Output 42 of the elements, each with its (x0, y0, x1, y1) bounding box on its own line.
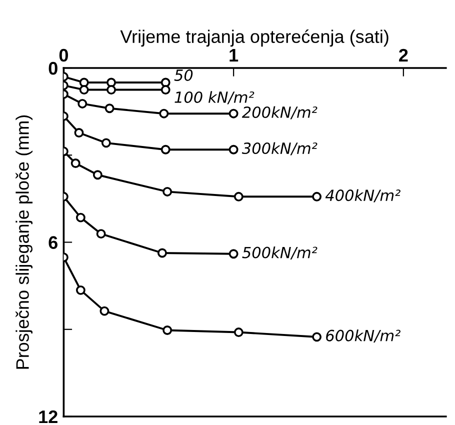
point (160, 78, 170, 88)
series-label: 300kN/m² (242, 142, 318, 156)
point (78, 98, 88, 108)
point (228, 144, 238, 154)
x-tick-label: 2 (399, 48, 408, 62)
point (228, 108, 238, 118)
point (79, 78, 89, 88)
y-tick-label: 0 (48, 62, 58, 75)
point (79, 85, 89, 95)
point (104, 104, 114, 114)
x-tick-label: 0 (59, 48, 68, 62)
point (100, 306, 110, 316)
point (159, 108, 169, 118)
point (234, 192, 244, 202)
series-label: 500kN/m² (242, 246, 318, 260)
point (158, 248, 167, 258)
point (92, 170, 102, 180)
series-label: 600kN/m² (326, 330, 400, 343)
series-label: 100 kN/m² (174, 91, 254, 104)
point (106, 85, 116, 95)
point (160, 85, 170, 95)
y-tick-label: 12 (39, 410, 58, 424)
point (76, 285, 86, 295)
series-label: 400kN/m² (325, 189, 400, 202)
point (312, 192, 322, 202)
series-label: 50 (174, 69, 193, 81)
point (101, 138, 111, 148)
point (96, 229, 106, 239)
point (70, 158, 80, 168)
point (76, 212, 86, 222)
point (162, 326, 172, 335)
series-label: 200kN/m² (242, 106, 318, 120)
point (312, 332, 322, 342)
point (234, 328, 244, 338)
y-axis-title: Prosječno slijeganje ploče (mm) (16, 115, 33, 369)
point (160, 144, 170, 154)
point (162, 186, 172, 196)
x-axis-title: Vrijeme trajanja opterećenja (sati) (120, 30, 388, 47)
y-tick-label: 6 (48, 236, 58, 249)
x-tick-label: 1 (230, 49, 238, 62)
point (228, 249, 238, 259)
point (74, 128, 84, 138)
